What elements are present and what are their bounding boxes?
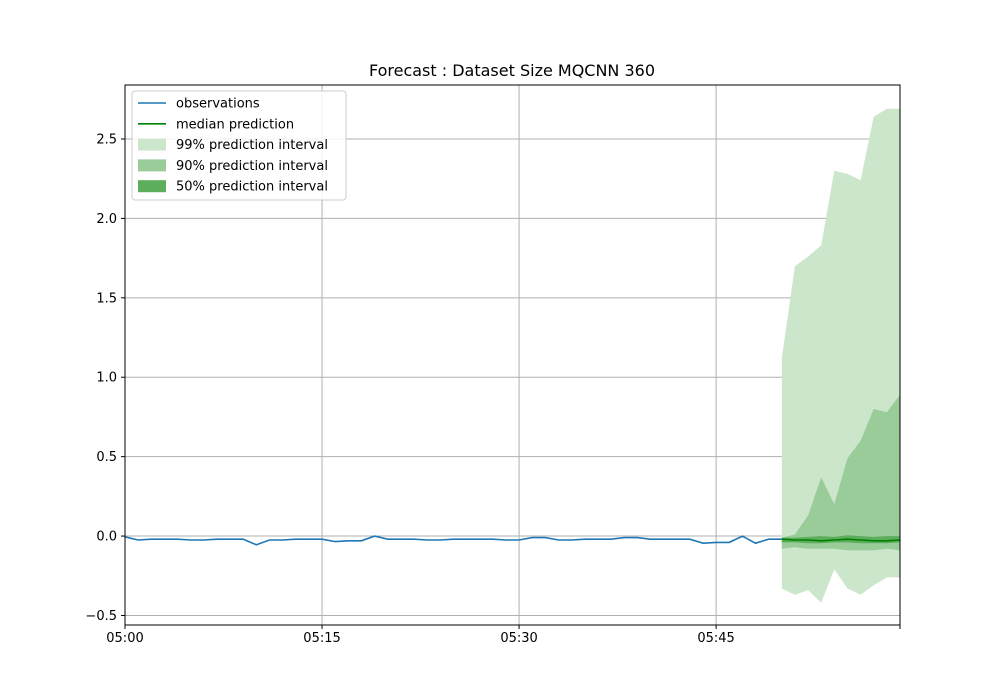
- legend-patch-swatch: [138, 138, 166, 151]
- x-tick-label: 05:30: [500, 631, 537, 646]
- median-prediction-line: [781, 538, 900, 542]
- legend-box: [131, 90, 347, 201]
- x-tick-label: 05:15: [303, 631, 340, 646]
- legend: observations median prediction 99% predict…: [131, 90, 347, 201]
- legend-label: 50% prediction interval: [176, 180, 328, 195]
- y-tick-label: −0.5: [85, 609, 117, 624]
- observations-line: [125, 535, 782, 546]
- plot-frame: [124, 84, 901, 626]
- axis-ticks: −0.5 0.0 0.5 1.0 1.5 2.0 2.5 05:00 05:15 05:30 05:…: [85, 133, 901, 646]
- plot-series: [125, 108, 900, 603]
- x-tick-label: 05:45: [697, 631, 734, 646]
- legend-label: 90% prediction interval: [176, 159, 328, 174]
- legend-label: median prediction: [176, 117, 294, 132]
- legend-patch-swatch: [138, 159, 166, 172]
- y-tick-label: 1.5: [96, 291, 117, 306]
- y-tick-label: 2.5: [96, 133, 117, 148]
- y-tick-label: 0.5: [96, 450, 117, 465]
- legend-patch-swatch: [138, 180, 166, 193]
- legend-label: observations: [176, 97, 260, 112]
- y-tick-label: 1.0: [96, 371, 117, 386]
- legend-label: 99% prediction interval: [176, 138, 328, 153]
- y-tick-label: 2.0: [96, 212, 117, 227]
- y-tick-label: 0.0: [96, 530, 117, 545]
- prediction-interval-90: [781, 394, 900, 551]
- chart-title: Forecast : Dataset Size MQCNN 360: [369, 61, 655, 80]
- x-tick-label: 05:00: [106, 631, 143, 646]
